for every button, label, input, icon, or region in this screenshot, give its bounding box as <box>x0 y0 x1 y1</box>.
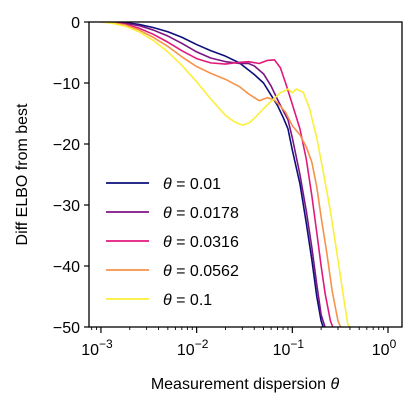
y-axis: 0 −10 −20 −30 −40 −50 <box>53 15 89 337</box>
legend-label: θ = 0.0316 <box>163 234 239 251</box>
legend: θ = 0.01 θ = 0.0178 θ = 0.0316 θ = 0.0562 θ … <box>106 176 239 309</box>
x-axis-label: Measurement dispersion θ <box>151 376 340 393</box>
y-tick-label: −20 <box>53 137 80 154</box>
y-tick-label: −40 <box>53 259 80 276</box>
x-tick-label: 10−1 <box>273 337 305 359</box>
y-axis-label: Diff ELBO from best <box>14 103 31 246</box>
y-tick-label: −10 <box>53 76 80 93</box>
series-line-0 <box>100 22 324 327</box>
legend-label: θ = 0.1 <box>163 292 212 309</box>
y-tick-label: −30 <box>53 198 80 215</box>
series-line-3 <box>100 22 342 327</box>
x-tick-label: 10−3 <box>81 337 113 359</box>
y-tick-label: 0 <box>71 15 80 32</box>
legend-label: θ = 0.0562 <box>163 263 239 280</box>
x-tick-label: 100 <box>372 337 397 359</box>
series-line-4 <box>100 22 351 327</box>
plot-frame <box>88 21 403 328</box>
series-layer <box>100 22 351 327</box>
legend-label: θ = 0.01 <box>163 176 221 193</box>
legend-label: θ = 0.0178 <box>163 205 239 222</box>
series-line-2 <box>100 22 334 327</box>
series-line-1 <box>100 22 326 327</box>
x-tick-label: 10−2 <box>177 337 209 359</box>
y-tick-label: −50 <box>53 320 80 337</box>
x-axis: 10−3 10−2 10−1 100 <box>81 327 397 359</box>
